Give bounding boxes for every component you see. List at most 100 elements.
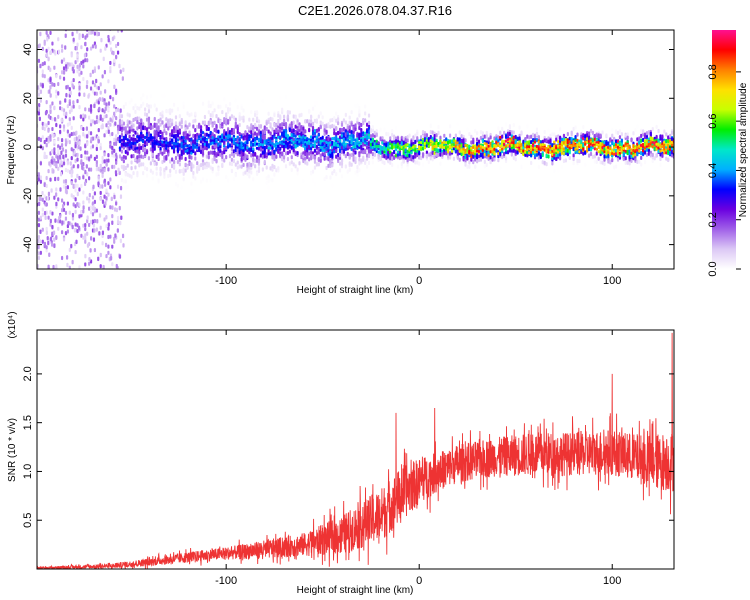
spectrogram-cell bbox=[101, 170, 104, 175]
spectrogram-cell bbox=[88, 199, 91, 204]
spectrogram-cell bbox=[57, 226, 60, 231]
spectrogram-cell bbox=[358, 125, 361, 131]
spectrogram-cell bbox=[180, 168, 183, 174]
spectrogram-cell bbox=[79, 114, 82, 119]
spectrogram-cell bbox=[147, 139, 151, 143]
spectrogram-cell bbox=[439, 152, 442, 157]
spectrogram-cell bbox=[142, 170, 145, 176]
spectrogram-cell bbox=[236, 124, 239, 129]
spectrogram-cell bbox=[419, 140, 423, 145]
spectrogram-cell bbox=[95, 154, 98, 159]
spectrogram-cell bbox=[80, 154, 83, 159]
spectrogram-cell bbox=[105, 102, 108, 107]
spectrogram-cell bbox=[445, 144, 448, 149]
spectrogram-cell bbox=[657, 149, 660, 154]
spectrogram-cell bbox=[99, 264, 102, 269]
spectrogram-cell bbox=[311, 178, 315, 183]
spectrogram-cell bbox=[354, 103, 357, 109]
spectrogram-cell bbox=[306, 95, 309, 100]
spectrogram-cell bbox=[78, 21, 80, 25]
spectrogram-cell bbox=[59, 163, 62, 168]
spectrogram-cell bbox=[70, 62, 73, 67]
spectrogram-cell bbox=[279, 128, 282, 133]
spectrogram-cell bbox=[89, 154, 93, 159]
spectrogram-cell bbox=[45, 48, 48, 53]
spectrogram-cell bbox=[53, 17, 55, 21]
spectrogram-cell bbox=[209, 130, 212, 135]
spectrogram-cell bbox=[603, 161, 606, 166]
spectrogram-cell bbox=[132, 153, 135, 159]
spectrogram-cell bbox=[559, 148, 562, 153]
spectrogram-cell bbox=[279, 95, 282, 100]
spectrogram-cell bbox=[603, 150, 606, 154]
spectrogram-cell bbox=[390, 143, 394, 147]
spectrogram-cell bbox=[167, 122, 170, 127]
spectrogram-cell bbox=[99, 168, 102, 173]
spectrogram-cell bbox=[52, 169, 55, 174]
spectrogram-cell bbox=[254, 158, 257, 164]
spectrogram-cell bbox=[37, 217, 41, 222]
spectrogram-cell bbox=[609, 146, 612, 151]
spectrogram-cell bbox=[389, 146, 392, 150]
spectrogram-cell bbox=[344, 136, 347, 141]
spectrogram-cell bbox=[116, 219, 120, 225]
spectrogram-cell bbox=[269, 131, 272, 136]
spectrogram-cell bbox=[111, 205, 114, 210]
spectrogram-cell bbox=[520, 143, 523, 147]
spectrogram-cell bbox=[234, 98, 237, 103]
spectrogram-cell bbox=[416, 131, 419, 136]
spectrogram-cell bbox=[147, 116, 151, 121]
spectrogram-cell bbox=[122, 166, 125, 171]
spectrogram-cell bbox=[46, 297, 48, 301]
spectrogram-cell bbox=[49, 137, 52, 142]
spectrogram-cell bbox=[670, 140, 674, 144]
spectrogram-cell bbox=[53, 195, 56, 200]
spectrogram-cell bbox=[302, 144, 305, 148]
spectrogram-cell bbox=[456, 137, 459, 142]
spectrogram-cell bbox=[638, 136, 641, 141]
spectrogram-cell bbox=[209, 178, 212, 183]
spectrogram-cell bbox=[429, 134, 432, 140]
spectrogram-cell bbox=[296, 131, 299, 136]
spectrogram-cell bbox=[41, 212, 44, 217]
spectrogram-cell bbox=[425, 150, 429, 155]
spectrogram-cell bbox=[55, 201, 58, 207]
spectrogram-cell bbox=[614, 143, 618, 147]
spectrogram-cell bbox=[352, 148, 355, 153]
spectrogram-cell bbox=[365, 145, 369, 150]
spectrogram-cell bbox=[267, 111, 270, 116]
spectrogram-cell bbox=[130, 174, 133, 179]
spectrogram-cell bbox=[267, 119, 270, 124]
spectrogram-cell bbox=[651, 158, 654, 164]
spectrogram-cell bbox=[109, 3, 111, 7]
spectrogram-cell bbox=[338, 138, 342, 143]
spectrogram-cell bbox=[138, 149, 141, 155]
spectrogram-cell bbox=[142, 134, 145, 139]
spectrogram-cell bbox=[589, 128, 593, 134]
spectrogram-cell bbox=[313, 159, 317, 164]
spectrogram-cell bbox=[130, 154, 133, 159]
spectrogram-cell bbox=[394, 139, 398, 144]
spectrogram-cell bbox=[45, 100, 48, 105]
spectrogram-cell bbox=[636, 124, 639, 129]
spectrogram-cell bbox=[313, 131, 317, 135]
spectrogram-cell bbox=[252, 157, 255, 163]
spectrogram-cell bbox=[118, 139, 122, 143]
spectrogram-cell bbox=[132, 106, 135, 111]
spectrogram-cell bbox=[165, 91, 168, 96]
spectrogram-cell bbox=[174, 129, 178, 134]
spectrogram-cell bbox=[371, 125, 374, 130]
spectrogram-cell bbox=[109, 144, 112, 149]
spectrogram-cell bbox=[209, 113, 212, 118]
spectrogram-cell bbox=[136, 119, 139, 125]
spectrogram-cell bbox=[169, 168, 172, 173]
spectrogram-cell bbox=[176, 148, 180, 153]
spectrogram-cell bbox=[192, 148, 195, 154]
spectrogram-cell bbox=[383, 154, 386, 159]
spectrogram-cell bbox=[269, 146, 272, 150]
spectrogram-cell bbox=[541, 142, 544, 147]
spectrogram-cell bbox=[659, 152, 662, 157]
spectrogram-cell bbox=[111, 150, 114, 155]
spectrogram-cell bbox=[356, 142, 359, 146]
spectrogram-cell bbox=[120, 119, 124, 125]
